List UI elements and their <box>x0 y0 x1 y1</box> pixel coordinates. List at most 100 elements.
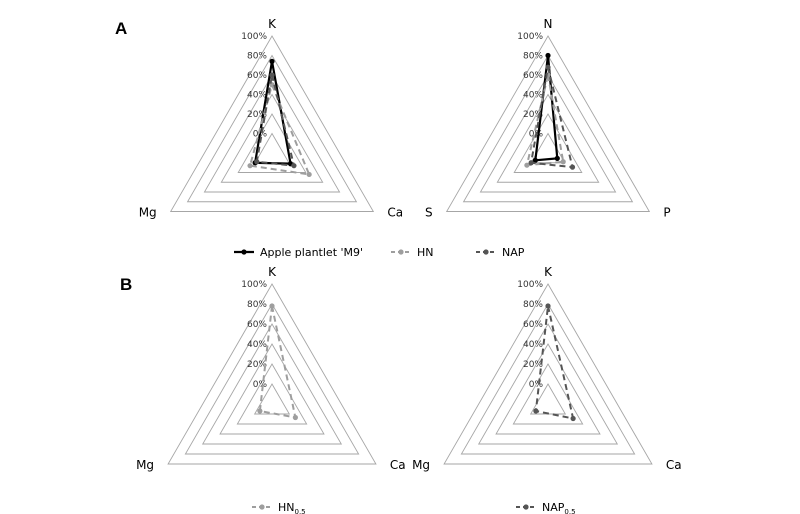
grid-triangle <box>513 113 583 173</box>
legend-marker <box>523 504 529 510</box>
series-line-hn0-5 <box>258 305 297 419</box>
tick-label: 40% <box>247 91 267 101</box>
tick-label: 20% <box>523 360 543 370</box>
grid-triangle <box>253 383 291 415</box>
tick-label: 60% <box>247 71 267 81</box>
tick-label: 100% <box>241 280 267 290</box>
data-point-apple-plantlet-m9 <box>554 155 560 161</box>
tick-label: 20% <box>523 110 543 120</box>
data-point-hn <box>247 163 253 169</box>
tick-label: 80% <box>247 300 267 310</box>
axis-label-p: P <box>663 206 670 220</box>
data-point-hn <box>560 159 566 165</box>
radar-chart-3: 0% 20% 40% 60% 80% 100%K Ca Mg <box>136 265 406 472</box>
data-point-nap <box>254 159 260 165</box>
tick-label: 80% <box>523 300 543 310</box>
tick-label: 40% <box>523 91 543 101</box>
grid-triangle <box>201 323 343 445</box>
tick-label: 100% <box>517 280 543 290</box>
grid-triangle <box>443 283 653 465</box>
series-line-nap0-5 <box>534 305 575 420</box>
tick-label: 0% <box>529 380 544 390</box>
tick-label: 20% <box>247 360 267 370</box>
axis-label-k: K <box>268 17 277 31</box>
grid-triangle <box>462 54 634 203</box>
legend-marker <box>241 249 247 255</box>
axis-label-ca: Ca <box>387 206 403 220</box>
data-point-hn <box>524 162 530 168</box>
grid-triangle <box>220 93 324 183</box>
data-point-hn0-5 <box>257 408 263 414</box>
tick-label: 80% <box>247 52 267 62</box>
data-point-nap <box>545 64 551 70</box>
data-point-nap0-5 <box>533 408 539 414</box>
tick-label: 100% <box>241 32 267 42</box>
legend-item-hn: HN <box>391 246 434 259</box>
grid-triangle <box>186 54 358 203</box>
data-point-apple-plantlet-m9 <box>269 58 275 64</box>
legend-item-nap: NAP <box>476 246 525 259</box>
radar-chart-4: 0% 20% 40% 60% 80% 100%K Ca Mg <box>412 265 682 472</box>
series-line-hn <box>525 74 565 167</box>
data-point-nap0-5 <box>570 415 576 422</box>
grid-triangle <box>219 343 325 435</box>
panel-label-a: A <box>115 19 127 38</box>
series-line-nap <box>529 66 574 169</box>
radar-chart-2: 0%20%40%60%80%100%NPS <box>425 17 671 220</box>
legends: Apple plantlet 'M9' HN NAP HN0.5 NAP0.5 <box>234 246 576 514</box>
legend-label: NAP0.5 <box>542 501 576 514</box>
tick-label: 0% <box>253 380 268 390</box>
tick-label: 60% <box>523 71 543 81</box>
grid-triangle <box>167 283 377 465</box>
tick-label: 60% <box>523 320 543 330</box>
data-point-nap <box>269 72 275 78</box>
axis-label-mg: Mg <box>139 206 157 220</box>
legend-label: HN <box>417 246 434 259</box>
axis-label-n: N <box>544 17 553 31</box>
tick-label: 60% <box>247 320 267 330</box>
data-point-nap <box>291 163 297 169</box>
data-point-apple-plantlet-m9 <box>532 157 538 163</box>
legend-label: NAP <box>502 246 525 259</box>
grid-triangle <box>512 363 584 425</box>
axis-label-ca: Ca <box>390 458 406 472</box>
axis-label-ca: Ca <box>666 458 682 472</box>
axis-label-mg: Mg <box>136 458 154 472</box>
axis-label-k: K <box>544 265 553 279</box>
tick-label: 20% <box>247 110 267 120</box>
data-point-hn <box>306 171 312 178</box>
grid-triangle <box>477 323 619 445</box>
legend-label: HN0.5 <box>278 501 306 514</box>
panel-label-b: B <box>120 275 132 294</box>
legend-item-apple-plantlet-m9: Apple plantlet 'M9' <box>234 246 363 259</box>
grid-triangle <box>460 303 636 455</box>
grid-triangle <box>479 74 617 193</box>
legend-marker <box>483 249 489 255</box>
legend-marker <box>398 249 404 255</box>
grid-triangle <box>203 74 341 193</box>
data-point-nap <box>528 160 534 166</box>
legend-item-nap0-5: NAP0.5 <box>516 501 576 514</box>
data-point-nap0-5 <box>545 303 551 309</box>
legend-label: Apple plantlet 'M9' <box>260 246 363 259</box>
legend-item-hn0-5: HN0.5 <box>252 501 306 514</box>
grid-triangle <box>169 35 375 212</box>
legend-marker <box>259 504 265 510</box>
axis-label-mg: Mg <box>412 458 430 472</box>
grid-triangle <box>184 303 360 455</box>
grid-triangle <box>236 363 308 425</box>
data-point-nap <box>569 164 576 170</box>
tick-label: 40% <box>523 340 543 350</box>
data-point-apple-plantlet-m9 <box>545 52 551 59</box>
data-point-hn0-5 <box>292 414 298 421</box>
tick-label: 100% <box>517 32 543 42</box>
radar-charts: 0%20%40%60%80%100%KCaMg0%20%40%60%80%100… <box>136 17 682 472</box>
axis-label-k: K <box>268 265 277 279</box>
series-line-nap <box>255 74 296 167</box>
grid-triangle <box>445 35 651 212</box>
grid-triangle <box>496 93 600 183</box>
data-point-hn0-5 <box>269 303 275 309</box>
tick-label: 80% <box>523 52 543 62</box>
